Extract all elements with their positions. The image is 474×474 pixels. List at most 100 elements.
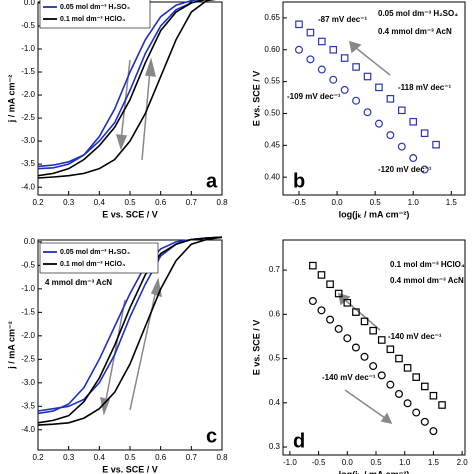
circle-marker: [360, 352, 369, 361]
circle-marker: [394, 389, 403, 398]
legend-label: 0.05 mol dm⁻³ H₂SO₄: [60, 4, 130, 11]
x-tick-label: 1.0: [408, 198, 420, 207]
circle-marker: [343, 334, 352, 343]
y-axis-label: j / mA cm⁻²: [6, 75, 16, 123]
square-marker: [360, 317, 369, 326]
curve: [37, 0, 207, 177]
square-marker: [306, 28, 315, 37]
y-tick-label: -1.0: [21, 284, 35, 293]
y-tick-label: -2.0: [21, 331, 35, 340]
x-tick-label: 0.6: [155, 453, 167, 462]
x-tick-label: 0.4: [94, 453, 106, 462]
y-tick-label: -4.0: [21, 425, 35, 434]
x-tick-label: 0.7: [186, 453, 198, 462]
y-tick-label: 0.65: [264, 13, 280, 22]
circle-marker: [386, 380, 395, 389]
x-axis-label: E vs. SCE / V: [102, 464, 158, 474]
annotation: -109 mV dec⁻¹: [287, 92, 341, 101]
x-tick-label: 0.5: [370, 198, 382, 207]
annotation: 4 mmol dm⁻³ AcN: [45, 278, 112, 287]
circle-marker: [397, 142, 406, 151]
x-tick-label: 0.6: [155, 198, 167, 207]
y-axis-label: E vs. SCE / V: [251, 71, 261, 127]
legend-label: 0.1 mol dm⁻³ HClO₄: [60, 261, 125, 268]
circle-marker: [403, 399, 412, 408]
arrow-head: [349, 40, 362, 54]
arrow: [141, 69, 151, 161]
x-tick-label: 0.0: [332, 198, 344, 207]
circle-marker: [374, 119, 383, 128]
y-tick-label: 0.3: [269, 442, 281, 451]
panel-letter: c: [206, 425, 217, 447]
square-marker: [386, 95, 395, 103]
y-tick-label: 0.40: [264, 172, 280, 181]
y-tick-label: 0.55: [264, 77, 280, 86]
panel-letter: a: [206, 170, 218, 192]
x-tick-label: -1.0: [283, 458, 297, 467]
curve: [37, 0, 201, 170]
square-marker: [432, 140, 440, 149]
x-axis-label: log(jₖ / mA cm⁻²): [339, 209, 410, 219]
x-tick-label: 1.5: [446, 198, 458, 207]
circle-marker: [420, 417, 429, 426]
y-tick-label: -3.5: [21, 401, 35, 410]
panel: -0.5 0.0 0.5 1.0 1.5 0.40 0.45 0.50 0.55 0.60 0.65…: [251, 1, 466, 219]
x-tick-label: 1.0: [399, 458, 411, 467]
square-marker: [309, 261, 317, 270]
plot-frame: [282, 239, 466, 456]
y-tick-label: -1.0: [21, 44, 35, 53]
circle-marker: [363, 108, 372, 117]
circle-marker: [334, 324, 343, 333]
circle-marker: [420, 165, 429, 174]
arrow-head: [144, 57, 156, 77]
y-tick-label: -3.5: [21, 159, 35, 168]
panel-letter: d: [293, 430, 305, 452]
square-marker: [438, 401, 446, 409]
square-marker: [352, 63, 360, 71]
legend-box: [39, 242, 159, 274]
y-tick-label: -2.5: [21, 354, 35, 363]
y-axis-label: E vs. SCE / V: [251, 320, 261, 376]
square-marker: [329, 45, 338, 54]
circle-marker: [329, 75, 338, 84]
legend-box: [39, 0, 151, 29]
y-tick-label: -2.5: [21, 113, 35, 122]
arrow: [344, 389, 386, 419]
y-tick-label: 0.6: [269, 309, 281, 318]
circle-marker: [386, 131, 395, 140]
y-tick-label: 0.50: [264, 109, 280, 118]
circle-marker: [369, 362, 378, 371]
square-marker: [363, 72, 372, 81]
curve: [37, 236, 223, 426]
annotation: -140 mV dec⁻¹: [322, 373, 376, 382]
square-marker: [340, 54, 349, 62]
y-tick-label: 0.60: [264, 45, 280, 54]
panel-letter: b: [293, 170, 305, 192]
legend-label: 0.05 mol dm⁻³ H₂SO₄: [60, 249, 130, 256]
x-tick-label: -0.5: [292, 198, 306, 207]
y-tick-label: 0.0: [24, 0, 36, 7]
x-tick-label: -0.5: [312, 458, 326, 467]
panel: 0.2 0.3 0.4 0.5 0.6 0.7 0.8 -4.0 -3.5 -3.0 -2.5 -2.…: [6, 236, 228, 474]
square-marker: [377, 336, 386, 344]
x-tick-label: 0.5: [370, 458, 382, 467]
circle-marker: [409, 154, 418, 163]
x-tick-label: 0.7: [186, 198, 198, 207]
circle-marker: [352, 96, 361, 105]
y-axis-label: j / mA cm⁻²: [6, 321, 16, 369]
square-marker: [412, 373, 420, 381]
y-tick-label: 0.4: [269, 398, 281, 407]
y-tick-label: -2.0: [21, 90, 35, 99]
y-tick-label: -3.0: [21, 136, 35, 145]
x-tick-label: 0.2: [32, 453, 44, 462]
legend-label: 0.1 mol dm⁻³ HClO₄: [60, 16, 125, 23]
x-axis-label: log(jₖ / mA cm⁻²): [339, 469, 410, 474]
square-marker: [403, 364, 412, 372]
x-axis-label: E vs. SCE / V: [102, 209, 158, 219]
y-tick-label: -4.0: [21, 182, 35, 191]
square-marker: [386, 345, 395, 354]
x-tick-label: 0.3: [63, 198, 75, 207]
circle-marker: [429, 427, 438, 436]
x-tick-label: 0.4: [94, 198, 106, 207]
